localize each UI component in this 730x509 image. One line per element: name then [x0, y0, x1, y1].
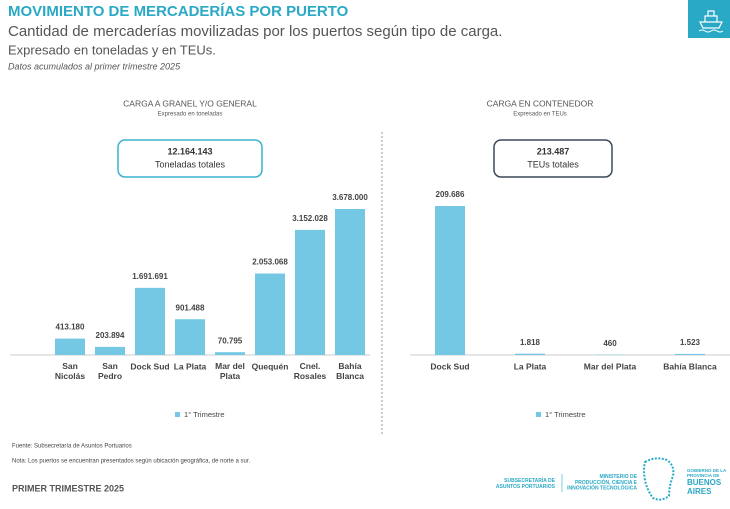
logo-text: BUENOS AIRES	[687, 478, 722, 496]
period: PRIMER TRIMESTRE 2025	[12, 483, 124, 493]
value-label: 460	[603, 339, 617, 348]
chart-subtitle: Expresado en TEUs	[513, 112, 567, 118]
bar	[55, 338, 85, 355]
legend-swatch	[536, 412, 541, 417]
value-label: 209.686	[436, 190, 465, 199]
x-tick-label: San Pedro	[98, 361, 122, 381]
x-tick-label: Dock Sud	[130, 361, 169, 371]
province-logo	[643, 457, 675, 501]
logo-text: MINISTERIO DE PRODUCCIÓN, CIENCIA E INNOVA…	[567, 474, 638, 492]
x-tick-label: La Plata	[174, 361, 207, 371]
bar	[95, 346, 125, 355]
total-box	[493, 139, 613, 178]
x-tick-label: Quequén	[252, 361, 289, 371]
x-tick-label: Cnel. Rosales	[294, 361, 327, 381]
legend-label: 1° Trimestre	[184, 410, 225, 419]
x-tick-label: La Plata	[514, 361, 547, 371]
page-note: Datos acumulados al primer trimestre 202…	[8, 61, 181, 71]
legend-label: 1° Trimestre	[545, 410, 586, 419]
value-label: 70.795	[218, 336, 243, 345]
value-label: 203.894	[96, 331, 125, 340]
logo-text: GOBIERNO DE LA PROVINCIA DE	[687, 468, 727, 478]
logo-text: SUBSECRETARÍA DE ASUNTOS PORTUARIOS	[496, 476, 556, 490]
x-tick-label: Dock Sud	[430, 361, 469, 371]
x-tick-label: Mar del Plata	[584, 361, 637, 371]
bar	[255, 273, 285, 355]
bar	[215, 352, 245, 355]
x-tick-label: Bahía Blanca	[336, 361, 364, 381]
total-value: 12.164.143	[167, 146, 212, 156]
bar	[295, 229, 325, 355]
page-subtitle: Expresado en toneladas y en TEUs.	[8, 42, 216, 57]
source: Fuente: Subsecretaría de Asuntos Portuar…	[12, 444, 132, 450]
x-tick-label: San Nicolás	[55, 361, 86, 381]
value-label: 1.691.691	[132, 272, 168, 281]
x-tick-label: Bahía Blanca	[663, 361, 717, 371]
value-label: 2.053.068	[252, 258, 288, 267]
bar	[675, 353, 705, 355]
value-label: 3.678.000	[332, 193, 368, 202]
total-value: 213.487	[537, 146, 570, 156]
value-label: 1.818	[520, 338, 541, 347]
chart-title: CARGA EN CONTENEDOR	[487, 98, 594, 108]
total-label: Toneladas totales	[155, 159, 226, 169]
bar	[135, 287, 165, 355]
footnote: Nota: Los puertos se encuentran presenta…	[12, 459, 250, 465]
page-subtitle: Cantidad de mercaderías movilizadas por …	[8, 23, 502, 40]
total-box	[117, 139, 263, 178]
bar	[335, 209, 365, 355]
total-label: TEUs totales	[527, 159, 579, 169]
value-label: 1.523	[680, 338, 701, 347]
value-label: 3.152.028	[292, 214, 328, 223]
value-label: 901.488	[176, 303, 205, 312]
bar	[175, 319, 205, 355]
value-label: 413.180	[56, 323, 85, 332]
page-title: MOVIMIENTO DE MERCADERÍAS POR PUERTO	[8, 3, 349, 20]
legend-swatch	[175, 412, 180, 417]
x-tick-label: Mar del Plata	[215, 361, 245, 381]
bar	[435, 206, 465, 355]
bar	[515, 353, 545, 355]
chart-subtitle: Expresado en toneladas	[158, 112, 223, 118]
chart-title: CARGA A GRANEL Y/O GENERAL	[123, 98, 257, 108]
ship-icon	[688, 0, 730, 38]
